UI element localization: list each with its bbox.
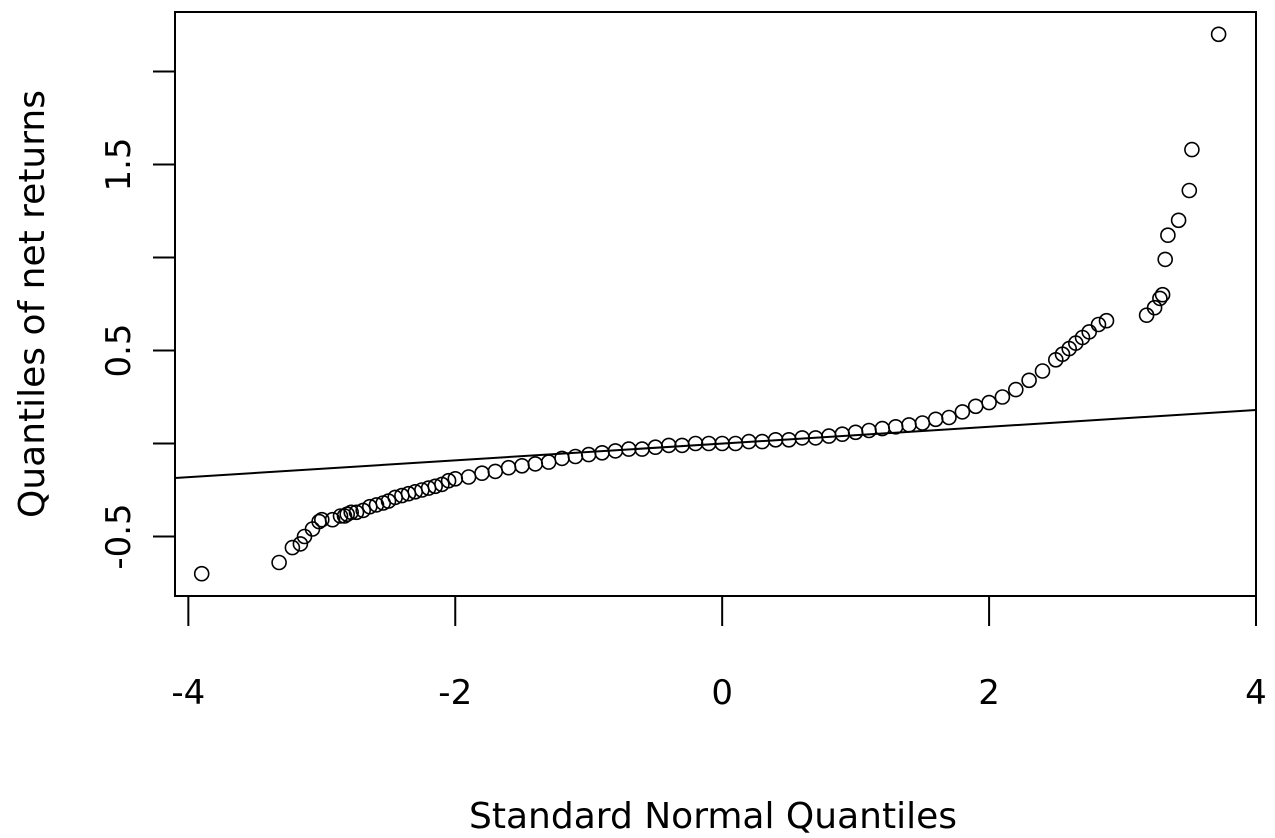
data-point bbox=[332, 508, 349, 524]
data-point bbox=[834, 426, 851, 443]
data-point bbox=[460, 469, 477, 485]
x-tick-label: 2 bbox=[978, 673, 1000, 713]
data-point bbox=[1184, 141, 1200, 158]
data-point bbox=[567, 448, 584, 465]
data-point bbox=[594, 444, 610, 461]
data-point bbox=[540, 454, 557, 470]
data-point bbox=[994, 389, 1011, 405]
data-point bbox=[271, 554, 287, 571]
x-tick-label: 4 bbox=[1245, 673, 1267, 713]
reference-line bbox=[175, 409, 1256, 479]
data-point bbox=[1181, 182, 1198, 199]
y-axis: -0.5 0.5 1.5 bbox=[99, 70, 176, 570]
plot-frame bbox=[174, 11, 1257, 597]
data-point bbox=[687, 435, 704, 452]
data-point bbox=[580, 446, 597, 463]
data-point bbox=[284, 539, 301, 556]
data-point bbox=[1007, 381, 1024, 398]
y-tick-label: 0.5 bbox=[99, 323, 139, 377]
data-point bbox=[927, 411, 944, 428]
x-tick-label: 0 bbox=[711, 673, 733, 713]
data-point bbox=[1098, 312, 1115, 329]
data-point bbox=[527, 456, 544, 472]
reference-line-layer bbox=[175, 409, 1256, 479]
data-point bbox=[1090, 316, 1107, 333]
data-point bbox=[1152, 290, 1168, 307]
data-point bbox=[1154, 286, 1171, 303]
data-point bbox=[901, 417, 917, 433]
x-tick-label: -4 bbox=[171, 673, 205, 713]
data-point bbox=[348, 504, 365, 521]
data-point bbox=[343, 504, 360, 521]
data-point bbox=[440, 472, 457, 489]
x-axis: -4 -2 0 2 4 bbox=[171, 595, 1267, 713]
data-point bbox=[487, 463, 504, 480]
data-point bbox=[193, 565, 210, 582]
data-point bbox=[474, 465, 490, 482]
x-tick-label: -2 bbox=[438, 673, 472, 713]
data-point bbox=[967, 398, 984, 415]
data-point bbox=[313, 511, 330, 528]
data-point bbox=[1157, 251, 1173, 268]
data-point bbox=[1138, 307, 1155, 324]
data-point bbox=[500, 459, 517, 476]
data-point bbox=[1170, 212, 1187, 229]
data-point bbox=[427, 478, 444, 495]
data-point bbox=[514, 457, 530, 474]
data-point bbox=[1160, 227, 1176, 243]
data-point bbox=[941, 409, 957, 426]
data-point bbox=[292, 536, 309, 552]
data-point bbox=[1146, 299, 1163, 316]
data-points-layer bbox=[193, 26, 1227, 582]
data-point bbox=[1034, 363, 1051, 379]
data-point bbox=[861, 422, 877, 439]
data-point bbox=[1210, 26, 1227, 43]
data-point bbox=[954, 404, 971, 420]
y-tick-label: -0.5 bbox=[99, 503, 139, 569]
y-tick-label: 1.5 bbox=[99, 137, 139, 191]
x-axis-title: Standard Normal Quantiles bbox=[469, 796, 957, 837]
data-point bbox=[914, 415, 931, 431]
data-point bbox=[1021, 372, 1037, 389]
y-axis-title: Quantiles of net returns bbox=[12, 90, 53, 518]
data-point bbox=[981, 394, 997, 411]
data-point bbox=[660, 437, 677, 454]
data-point bbox=[847, 424, 864, 441]
